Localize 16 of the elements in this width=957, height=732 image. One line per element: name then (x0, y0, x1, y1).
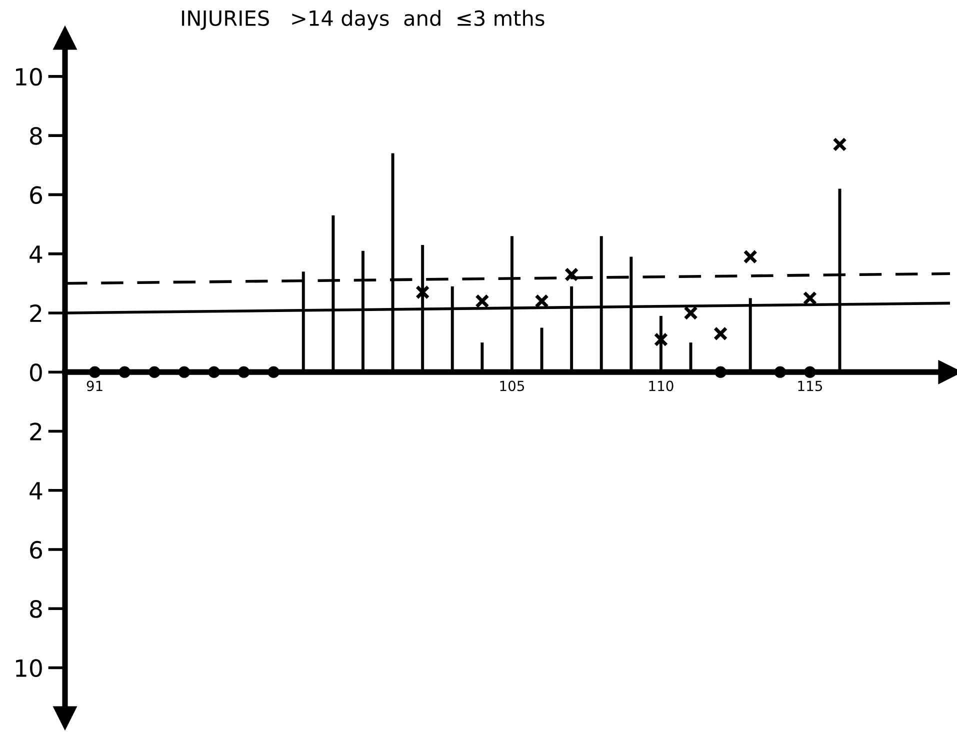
y-tick-label: 4 (30, 482, 42, 500)
y-tick-label: 8 (30, 127, 42, 145)
y-tick-label: 8 (30, 600, 42, 618)
y-tick-label: 0 (30, 364, 42, 382)
y-tick-label: 10 (16, 68, 42, 86)
y-tick-label: 6 (30, 540, 42, 559)
y-tick-label: 4 (30, 246, 42, 263)
chart-title: INJURIES >14 days and ≤3 mths (182, 10, 544, 30)
x-tick-label: 91 (86, 380, 102, 392)
y-tick-label: 10 (16, 659, 42, 678)
x-tick-label: 110 (649, 380, 674, 392)
x-tick-label: 105 (500, 380, 524, 392)
x-tick-label: 115 (798, 380, 822, 392)
y-tick-label: 2 (30, 304, 42, 322)
y-tick-label: 2 (30, 422, 42, 440)
y-tick-label: 6 (30, 186, 42, 204)
